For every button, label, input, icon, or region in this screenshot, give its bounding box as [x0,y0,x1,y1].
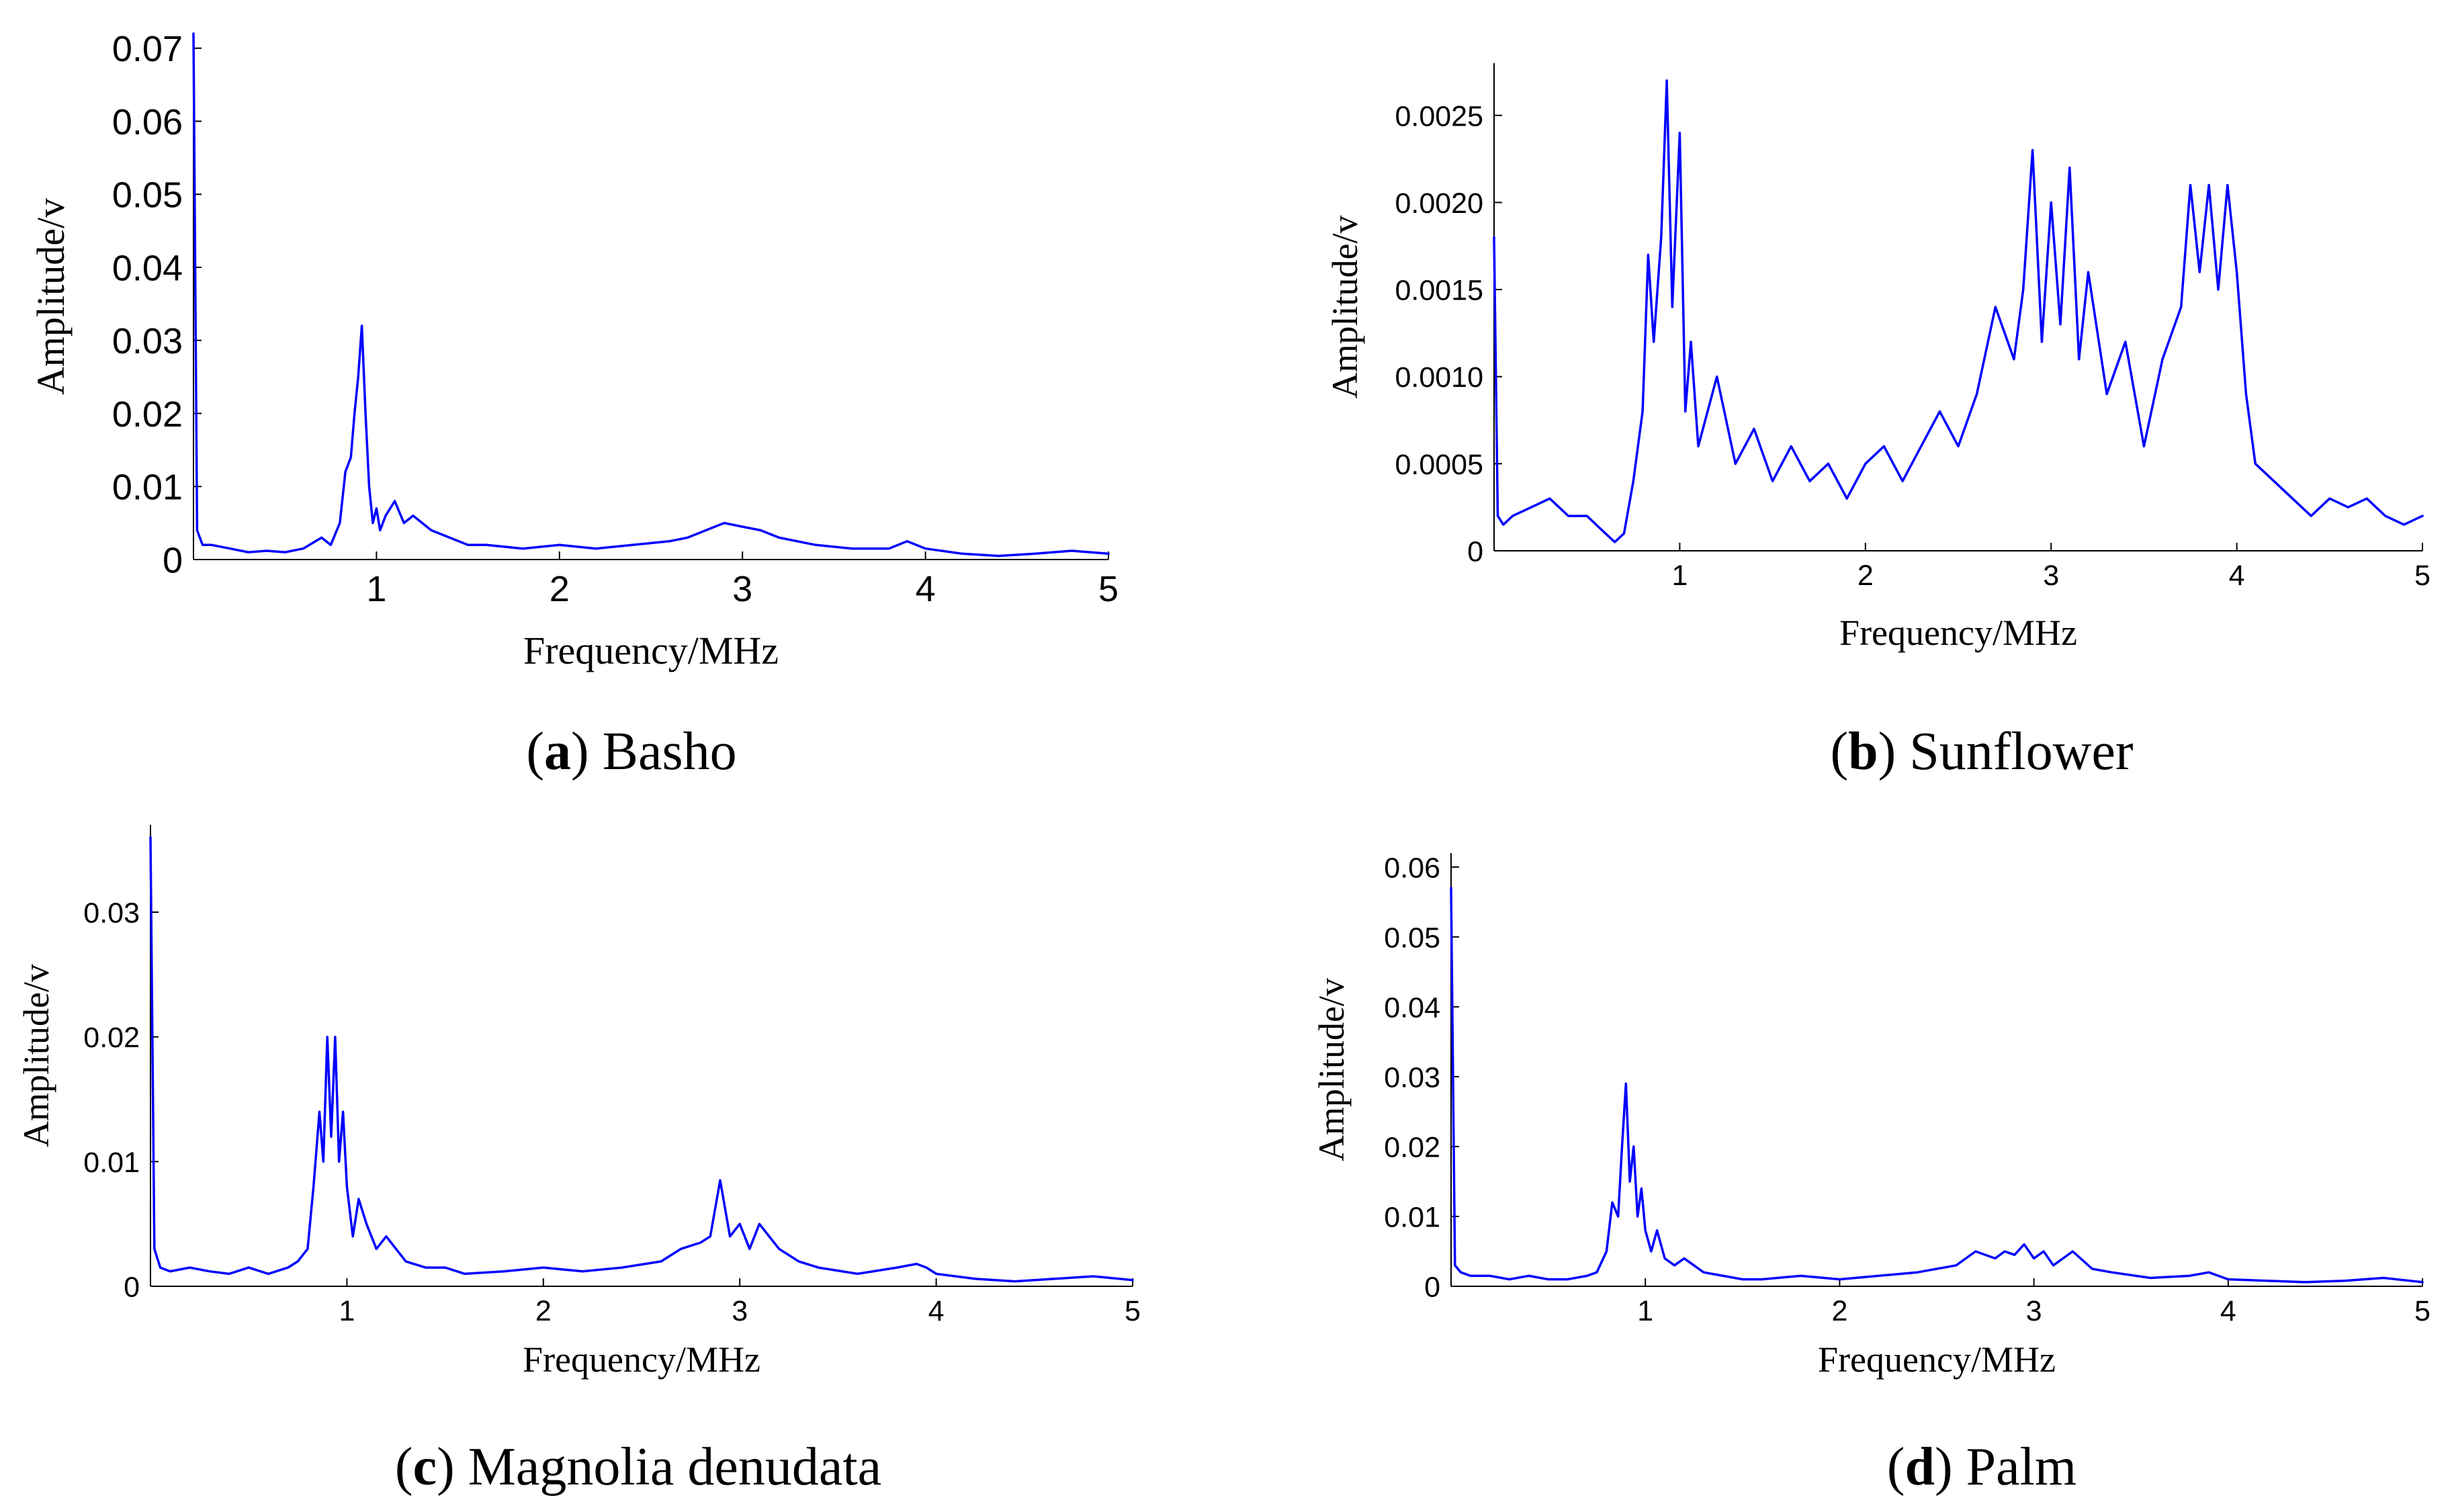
caption-paren-close: ) [1935,1437,1966,1497]
x-tick-label: 4 [916,569,936,609]
chart-panel-a-basho: 1 2 3 4 5 0 0.01 0.02 0.03 0.04 0.05 0.06 0.07 Freque… [29,29,1119,781]
y-tick-label: 0.0010 [1395,361,1483,394]
x-axis-label: Frequency/MHz [523,629,779,672]
y-axis-label: Amplitude/v [29,198,73,395]
x-tick-label: 3 [732,569,752,609]
x-tick-label: 5 [1098,569,1119,609]
y-tick-label: 0 [1424,1271,1440,1303]
x-tick-label: 2 [535,1295,552,1327]
x-tick-label: 1 [339,1295,355,1327]
caption-letter: c [413,1437,437,1497]
caption-paren-open: ( [526,722,544,781]
y-tick-label: 0.05 [1384,922,1440,954]
y-tick-label: 0.04 [112,248,183,288]
caption-paren-close: ) [571,722,603,781]
y-tick-label: 0.02 [112,394,183,435]
x-tick-label: 2 [1831,1295,1847,1327]
y-tick-label: 0 [163,540,183,580]
caption-paren-open: ( [395,1437,413,1497]
y-tick-label: 0.02 [83,1022,140,1054]
spectrum-line [192,32,1110,558]
caption-paren-close: ) [1878,722,1910,781]
caption-text: Magnolia denudata [468,1437,881,1497]
y-tick-label: 0.01 [112,468,183,508]
x-tick-label: 3 [2026,1295,2042,1327]
y-tick-label: 0.03 [1384,1061,1440,1094]
x-axis-label: Frequency/MHz [1818,1339,2056,1380]
x-tick-label: 4 [928,1295,945,1327]
caption-paren-close: ) [437,1437,468,1497]
chart-panel-c-magnolia-denudata: 1 2 3 4 5 0 0.01 0.02 0.03 Frequency/MHz Amplitude… [16,825,1141,1497]
y-tick-label: 0.04 [1384,991,1440,1024]
caption-text: Basho [603,722,737,781]
caption-letter: b [1848,722,1878,781]
caption-paren-open: ( [1887,1437,1905,1497]
y-axis-label: Amplitude/v [1311,978,1352,1161]
x-tick-label: 1 [366,569,386,609]
x-tick-label: 4 [2220,1295,2236,1327]
y-tick-label: 0.0005 [1395,449,1483,481]
y-tick-label: 0.0020 [1395,187,1483,220]
y-tick-label: 0.06 [1384,852,1440,884]
x-tick-label: 2 [1857,560,1874,592]
x-tick-label: 5 [2414,1295,2431,1327]
y-axis-label: Amplitude/v [16,964,56,1147]
spectrum-line [1493,79,2424,543]
y-tick-label: 0 [124,1271,140,1303]
y-tick-label: 0.03 [112,321,183,361]
caption-text: Palm [1966,1437,2077,1497]
x-tick-label: 3 [2043,560,2059,592]
y-tick-label: 0.0025 [1395,100,1483,132]
x-tick-label: 4 [2229,560,2245,592]
y-axis-label: Amplitude/v [1325,216,1365,399]
caption-text: Sunflower [1909,722,2133,781]
x-axis-label: Frequency/MHz [523,1339,760,1380]
panel-caption: (d) Palm [1887,1437,2077,1497]
x-tick-label: 5 [2414,560,2431,592]
chart-panel-d-palm: 1 2 3 4 5 0 0.01 0.02 0.03 0.04 0.05 0.06 Frequency/… [1311,852,2431,1497]
y-tick-label: 0.02 [1384,1131,1440,1163]
y-tick-label: 0.01 [1384,1201,1440,1233]
caption-letter: a [544,722,571,781]
spectrum-line [149,836,1134,1283]
x-tick-label: 1 [1671,560,1688,592]
y-tick-label: 0.07 [112,29,183,69]
x-tick-label: 5 [1125,1295,1141,1327]
y-tick-label: 0.06 [112,102,183,142]
panel-caption: (a) Basho [526,722,736,781]
caption-paren-open: ( [1830,722,1848,781]
y-tick-label: 0.01 [83,1147,140,1179]
y-tick-label: 0.03 [83,897,140,929]
x-tick-label: 1 [1637,1295,1653,1327]
chart-panel-b-sunflower: 1 2 3 4 5 0 0.0005 0.0010 0.0015 0.0020 0.0025 Freq… [1325,63,2431,781]
y-tick-label: 0 [1467,535,1483,568]
x-axis-label: Frequency/MHz [1839,613,2077,653]
panel-caption: (c) Magnolia denudata [395,1437,881,1497]
spectrum-line [1450,887,2424,1284]
caption-letter: d [1905,1437,1935,1497]
y-tick-label: 0.0015 [1395,275,1483,307]
x-tick-label: 3 [732,1295,748,1327]
x-tick-label: 2 [550,569,570,609]
y-tick-label: 0.05 [112,175,183,216]
panel-caption: (b) Sunflower [1830,722,2133,781]
